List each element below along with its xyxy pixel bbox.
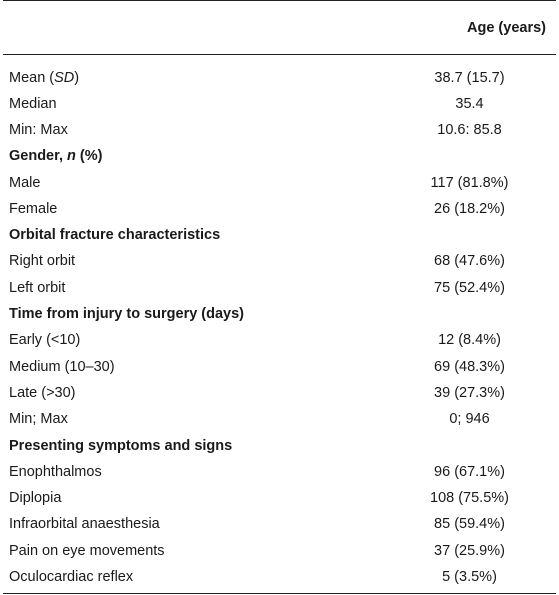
section-header-row: Time from injury to surgery (days) bbox=[3, 301, 556, 327]
table-row: Min; Max 0; 946 bbox=[3, 406, 556, 432]
demographics-table: Age (years) Mean (SD) 38.7 (15.7) Median 35… bbox=[3, 0, 556, 595]
row-label: Right orbit bbox=[9, 253, 76, 270]
section-title: Presenting symptoms and signs bbox=[9, 437, 233, 454]
table-row: Enophthalmos 96 (67.1%) bbox=[3, 459, 556, 485]
table-row: Infraorbital anaesthesia 85 (59.4%) bbox=[3, 511, 556, 537]
row-label-part: (%) bbox=[75, 148, 103, 165]
row-value: 96 (67.1%) bbox=[434, 463, 505, 480]
row-value: 39 (27.3%) bbox=[434, 384, 505, 401]
table-row: Male 117 (81.8%) bbox=[3, 169, 556, 195]
row-label: Early (<10) bbox=[9, 332, 81, 349]
row-value: 69 (48.3%) bbox=[434, 358, 505, 375]
table-row: Female 26 (18.2%) bbox=[3, 196, 556, 222]
row-label: Oculocardiac reflex bbox=[3, 563, 383, 595]
row-value: 5 (3.5%) bbox=[383, 563, 556, 595]
row-value bbox=[383, 432, 556, 458]
table-row: Oculocardiac reflex 5 (3.5%) bbox=[3, 563, 556, 595]
header-row: Age (years) bbox=[3, 0, 556, 55]
row-value: 10.6: 85.8 bbox=[437, 121, 502, 138]
table-row: Medium (10–30) 69 (48.3%) bbox=[3, 353, 556, 379]
row-value: 0; 946 bbox=[449, 411, 490, 428]
row-label: Late (>30) bbox=[9, 384, 76, 401]
table-row: Mean (SD) 38.7 (15.7) bbox=[3, 55, 556, 91]
row-label: Median bbox=[9, 95, 57, 112]
row-label-part: n bbox=[67, 148, 76, 165]
header-age-years: Age (years) bbox=[383, 0, 556, 55]
row-label-part: Gender, bbox=[9, 148, 68, 165]
section-header-row: Presenting symptoms and signs bbox=[3, 432, 556, 458]
row-label: Pain on eye movements bbox=[9, 542, 165, 559]
section-title: Gender, n (%) bbox=[3, 143, 383, 169]
row-value: 117 (81.8%) bbox=[430, 174, 509, 191]
row-value: 75 (52.4%) bbox=[434, 279, 505, 296]
row-value: 108 (75.5%) bbox=[430, 490, 509, 507]
row-label: Min: Max bbox=[9, 121, 68, 138]
table-header: Age (years) bbox=[3, 0, 556, 55]
header-label-column bbox=[3, 0, 383, 55]
table-row: Diplopia 108 (75.5%) bbox=[3, 485, 556, 511]
table-row: Late (>30) 39 (27.3%) bbox=[3, 380, 556, 406]
table-row: Median 35.4 bbox=[3, 91, 556, 117]
row-label: Mean (SD) bbox=[3, 55, 383, 91]
demographics-table-container: Age (years) Mean (SD) 38.7 (15.7) Median 35… bbox=[3, 0, 556, 595]
row-label: Min; Max bbox=[9, 411, 68, 428]
row-value: 35.4 bbox=[455, 95, 484, 112]
table-row: Early (<10) 12 (8.4%) bbox=[3, 327, 556, 353]
row-value: 37 (25.9%) bbox=[434, 542, 505, 559]
row-value: 12 (8.4%) bbox=[438, 332, 501, 349]
row-label: Female bbox=[9, 200, 58, 217]
section-title: Orbital fracture characteristics bbox=[9, 227, 221, 244]
row-label-part: SD bbox=[54, 69, 75, 86]
row-value: 68 (47.6%) bbox=[434, 253, 505, 270]
row-value bbox=[383, 301, 556, 327]
table-row: Right orbit 68 (47.6%) bbox=[3, 248, 556, 274]
row-label: Male bbox=[9, 174, 41, 191]
section-header-row: Orbital fracture characteristics bbox=[3, 222, 556, 248]
row-label-part: ) bbox=[74, 69, 80, 86]
table-body: Mean (SD) 38.7 (15.7) Median 35.4 Min: Max 10… bbox=[3, 55, 556, 595]
row-label: Infraorbital anaesthesia bbox=[9, 516, 160, 533]
table-row: Left orbit 75 (52.4%) bbox=[3, 275, 556, 301]
row-value bbox=[383, 222, 556, 248]
row-label: Left orbit bbox=[9, 279, 66, 296]
row-value bbox=[383, 143, 556, 169]
row-label: Medium (10–30) bbox=[9, 358, 115, 375]
row-label-part: Mean ( bbox=[9, 69, 55, 86]
section-title: Time from injury to surgery (days) bbox=[9, 306, 245, 323]
table-row: Pain on eye movements 37 (25.9%) bbox=[3, 538, 556, 564]
table-row: Min: Max 10.6: 85.8 bbox=[3, 117, 556, 143]
row-value: 38.7 (15.7) bbox=[434, 69, 505, 86]
row-label: Enophthalmos bbox=[9, 463, 102, 480]
section-header-row: Gender, n (%) bbox=[3, 143, 556, 169]
row-value: 85 (59.4%) bbox=[434, 516, 505, 533]
row-label: Diplopia bbox=[9, 490, 62, 507]
row-value: 26 (18.2%) bbox=[434, 200, 505, 217]
